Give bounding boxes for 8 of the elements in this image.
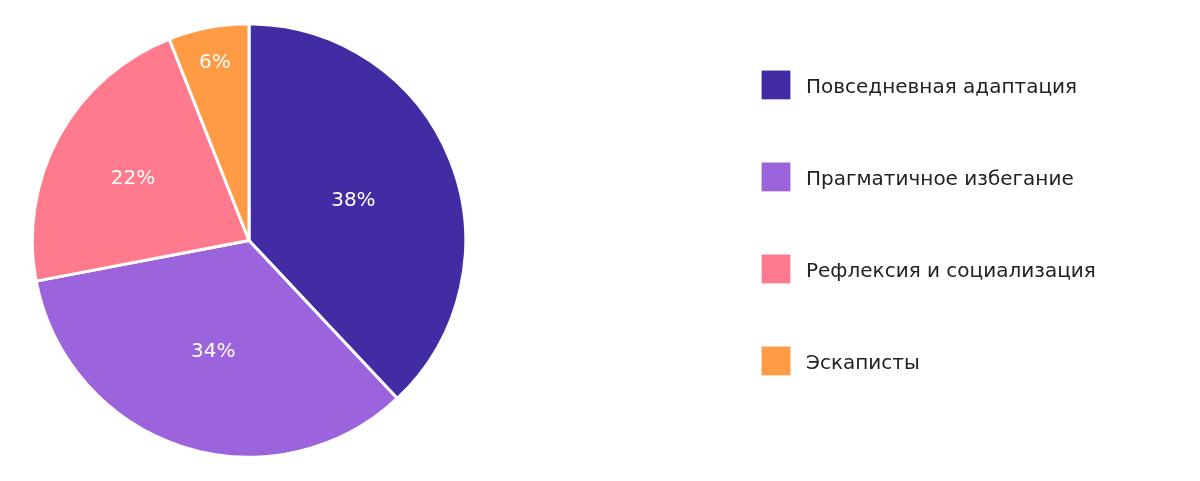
data-label: 22% xyxy=(110,164,156,189)
data-label: 38% xyxy=(331,187,376,212)
legend-label: Повседневная адаптация xyxy=(806,73,1078,98)
legend-label: Эскаписты xyxy=(806,349,920,374)
data-label: 34% xyxy=(191,338,236,363)
data-label: 6% xyxy=(198,49,231,74)
legend-label: Прагматичное избегание xyxy=(806,165,1074,190)
legend-label: Рефлексия и социализация xyxy=(806,257,1096,282)
